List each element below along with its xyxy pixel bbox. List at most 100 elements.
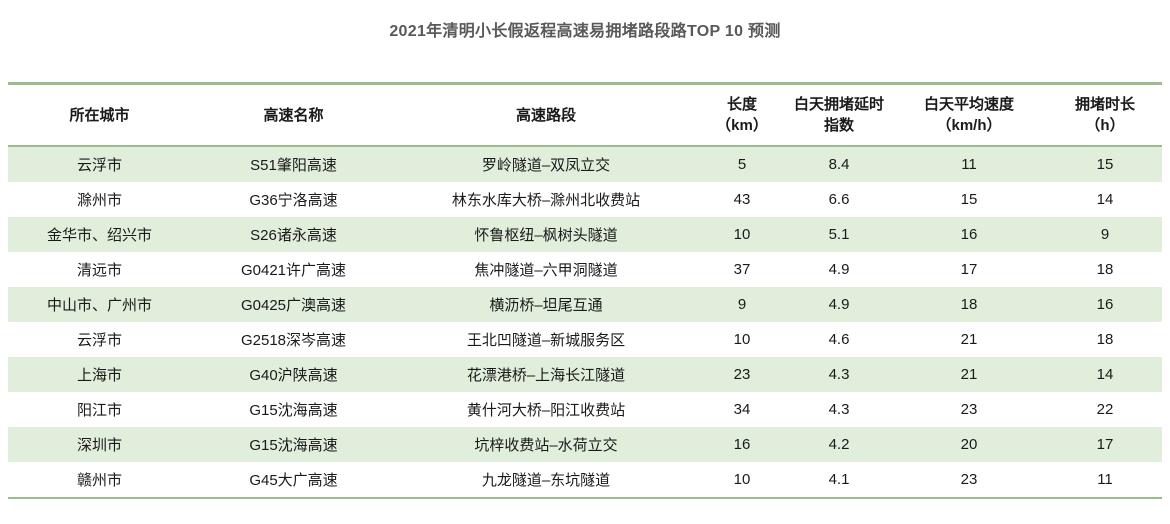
column-header-unit: 指数 bbox=[823, 117, 854, 134]
table-cell: 21 bbox=[960, 366, 978, 383]
table-cell: 34 bbox=[733, 401, 751, 418]
column-header-label: 白天拥堵延时 bbox=[793, 96, 884, 113]
table-cell: 23 bbox=[960, 471, 978, 488]
table-cell: 14 bbox=[1096, 366, 1114, 383]
table-row: 上海市 G40沪陕高速 花漂港桥–上海长江隧道 23 4.3 21 14 bbox=[8, 357, 1162, 392]
column-header-5: 白天拥堵延时 指数 bbox=[788, 83, 890, 146]
table-row: 中山市、广州市 G0425广澳高速 横沥桥–坦尾互通 9 4.9 18 16 bbox=[8, 287, 1162, 322]
table-cell: 罗岭隧道–双凤立交 bbox=[481, 157, 611, 174]
table-cell: 4.2 bbox=[828, 436, 850, 453]
table-cell: 赣州市 bbox=[76, 472, 122, 489]
table-cell: 16 bbox=[960, 226, 978, 243]
column-header-4: 长度 （km） bbox=[696, 83, 788, 146]
table-cell: 清远市 bbox=[76, 262, 122, 279]
table-cell: G0421许广高速 bbox=[240, 262, 347, 279]
table-cell: G45大广高速 bbox=[249, 472, 338, 489]
table-cell: 滁州市 bbox=[76, 192, 122, 209]
table-cell: 23 bbox=[960, 401, 978, 418]
table-cell: 14 bbox=[1096, 191, 1114, 208]
column-header-label: 所在城市 bbox=[69, 106, 130, 124]
column-header-1: 所在城市 bbox=[8, 83, 191, 146]
column-header-6: 白天平均速度 （km/h） bbox=[890, 83, 1048, 146]
table-cell: 深圳市 bbox=[76, 437, 122, 454]
table-cell: 黄什河大桥–阳江收费站 bbox=[466, 402, 626, 419]
table-cell: 10 bbox=[733, 471, 751, 488]
table-row: 云浮市 S51肇阳高速 罗岭隧道–双凤立交 5 8.4 11 15 bbox=[8, 146, 1162, 182]
page-title: 2021年清明小长假返程高速易拥堵路段路TOP 10 预测 bbox=[389, 23, 781, 40]
table-cell: 焦冲隧道–六甲洞隧道 bbox=[474, 262, 618, 279]
column-header-3: 高速路段 bbox=[396, 83, 696, 146]
table-cell: G15沈海高速 bbox=[249, 402, 338, 419]
table-cell: 王北凹隧道–新城服务区 bbox=[466, 332, 626, 349]
column-header-label: 高速名称 bbox=[263, 106, 324, 124]
table-cell: 九龙隧道–东坑隧道 bbox=[481, 472, 611, 489]
table-cell: 15 bbox=[960, 191, 978, 208]
table-header: 所在城市 高速名称 高速路段 长度 （km） 白天拥堵延时 指数 白天平均速度 （km/h） 拥堵… bbox=[8, 83, 1162, 146]
table-cell: 横沥桥–坦尾互通 bbox=[489, 297, 603, 314]
table-cell: 11 bbox=[1097, 471, 1113, 488]
table-cell: 18 bbox=[1096, 331, 1114, 348]
table-cell: 怀鲁枢纽–枫树头隧道 bbox=[474, 227, 618, 244]
table-cell: 16 bbox=[733, 436, 751, 453]
table-cell: 9 bbox=[1100, 226, 1110, 243]
table-cell: 10 bbox=[733, 331, 751, 348]
column-header-label: 高速路段 bbox=[515, 106, 576, 124]
table-cell: 4.1 bbox=[828, 471, 850, 488]
table-cell: 6.6 bbox=[828, 191, 850, 208]
table-cell: 4.6 bbox=[828, 331, 850, 348]
table-cell: 37 bbox=[733, 261, 751, 278]
column-header-unit: （km） bbox=[716, 117, 768, 134]
column-header-unit: （h） bbox=[1085, 117, 1125, 134]
table-row: 深圳市 G15沈海高速 坑梓收费站–水荷立交 16 4.2 20 17 bbox=[8, 427, 1162, 462]
table-cell: 5.1 bbox=[828, 226, 850, 243]
table-cell: 花漂港桥–上海长江隧道 bbox=[466, 367, 626, 384]
table-cell: 16 bbox=[1096, 296, 1114, 313]
table-row: 滁州市 G36宁洛高速 林东水库大桥–滁州北收费站 43 6.6 15 14 bbox=[8, 182, 1162, 217]
table-cell: 坑梓收费站–水荷立交 bbox=[474, 437, 618, 454]
table-cell: 15 bbox=[1096, 156, 1114, 173]
column-header-label: 拥堵时长 bbox=[1074, 96, 1135, 113]
table-cell: S51肇阳高速 bbox=[250, 157, 337, 174]
table-cell: 云浮市 bbox=[76, 157, 122, 174]
column-header-label: 长度 bbox=[726, 96, 757, 113]
table-cell: 云浮市 bbox=[76, 332, 122, 349]
table-cell: 18 bbox=[960, 296, 978, 313]
column-header-7: 拥堵时长 （h） bbox=[1048, 83, 1162, 146]
table-cell: 阳江市 bbox=[76, 402, 122, 419]
table-cell: 上海市 bbox=[76, 367, 122, 384]
table-cell: G36宁洛高速 bbox=[249, 192, 338, 209]
table-cell: 17 bbox=[960, 261, 978, 278]
table-row: 金华市、绍兴市 S26诸永高速 怀鲁枢纽–枫树头隧道 10 5.1 16 9 bbox=[8, 217, 1162, 252]
table-cell: 17 bbox=[1096, 436, 1114, 453]
table-cell: 10 bbox=[733, 226, 751, 243]
table-cell: 中山市、广州市 bbox=[46, 297, 152, 314]
table-cell: 11 bbox=[961, 156, 977, 173]
table-cell: 林东水库大桥–滁州北收费站 bbox=[451, 192, 641, 209]
table-cell: G2518深岑高速 bbox=[240, 332, 347, 349]
table-cell: 23 bbox=[733, 366, 751, 383]
table-cell: G40沪陕高速 bbox=[249, 367, 338, 384]
table-cell: S26诸永高速 bbox=[250, 227, 337, 244]
column-header-label: 白天平均速度 bbox=[923, 96, 1014, 113]
table-cell: 20 bbox=[960, 436, 978, 453]
table-header-row: 所在城市 高速名称 高速路段 长度 （km） 白天拥堵延时 指数 白天平均速度 （km/h） 拥堵… bbox=[8, 83, 1162, 146]
table-row: 清远市 G0421许广高速 焦冲隧道–六甲洞隧道 37 4.9 17 18 bbox=[8, 252, 1162, 287]
table-cell: 4.3 bbox=[828, 366, 850, 383]
table-cell: 9 bbox=[737, 296, 747, 313]
table-cell: G15沈海高速 bbox=[249, 437, 338, 454]
table-row: 赣州市 G45大广高速 九龙隧道–东坑隧道 10 4.1 23 11 bbox=[8, 462, 1162, 498]
column-header-unit: （km/h） bbox=[936, 117, 1002, 134]
table-cell: 4.9 bbox=[828, 296, 850, 313]
table-cell: 21 bbox=[960, 331, 978, 348]
table-cell: 金华市、绍兴市 bbox=[46, 227, 152, 244]
table-cell: 5 bbox=[737, 156, 747, 173]
table-row: 云浮市 G2518深岑高速 王北凹隧道–新城服务区 10 4.6 21 18 bbox=[8, 322, 1162, 357]
table-body: 云浮市 S51肇阳高速 罗岭隧道–双凤立交 5 8.4 11 15 滁州市 G36宁洛高速 林东水… bbox=[8, 146, 1162, 498]
table-row: 阳江市 G15沈海高速 黄什河大桥–阳江收费站 34 4.3 23 22 bbox=[8, 392, 1162, 427]
table-cell: G0425广澳高速 bbox=[240, 297, 347, 314]
table-cell: 4.3 bbox=[828, 401, 850, 418]
table-cell: 4.9 bbox=[828, 261, 850, 278]
congestion-table: 所在城市 高速名称 高速路段 长度 （km） 白天拥堵延时 指数 白天平均速度 （km/h） 拥堵… bbox=[8, 82, 1162, 499]
congestion-table-container: 所在城市 高速名称 高速路段 长度 （km） 白天拥堵延时 指数 白天平均速度 （km/h） 拥堵… bbox=[8, 82, 1162, 499]
table-cell: 22 bbox=[1096, 401, 1114, 418]
